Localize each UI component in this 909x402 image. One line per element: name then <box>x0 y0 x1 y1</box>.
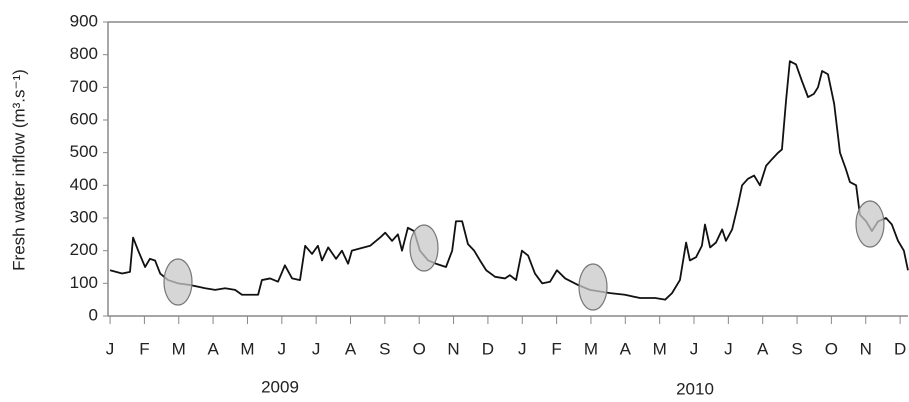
y-tick-label: 0 <box>89 305 98 324</box>
x-tick-label: A <box>757 339 769 358</box>
y-tick-label: 900 <box>70 11 98 30</box>
x-tick-label: A <box>207 339 219 358</box>
x-tick-label: M <box>172 339 186 358</box>
x-tick-label: J <box>278 339 287 358</box>
highlight-ellipse <box>578 263 608 311</box>
data-line <box>109 60 909 301</box>
x-tick-label: F <box>551 339 561 358</box>
year-label: 2009 <box>261 377 299 396</box>
year-label: 2010 <box>676 379 714 398</box>
highlight-ellipse <box>163 258 193 306</box>
y-tick-label: 500 <box>70 142 98 161</box>
x-tick-label: A <box>345 339 357 358</box>
x-tick-label: J <box>690 339 699 358</box>
x-tick-label: F <box>139 339 149 358</box>
x-tick-label: D <box>894 339 906 358</box>
x-tick-label: M <box>584 339 598 358</box>
x-tick-label: J <box>106 339 115 358</box>
y-tick-label: 200 <box>70 240 98 259</box>
y-tick-label: 300 <box>70 207 98 226</box>
highlight-ellipse <box>855 200 885 248</box>
x-tick-label: O <box>825 339 838 358</box>
highlight-ellipse <box>409 224 439 272</box>
y-tick-label: 600 <box>70 109 98 128</box>
x-tick-label: J <box>724 339 733 358</box>
x-tick-label: M <box>653 339 667 358</box>
y-tick-label: 100 <box>70 273 98 292</box>
y-axis-title: Fresh water inflow (m³.s⁻¹) <box>9 69 28 271</box>
x-tick-label: S <box>791 339 802 358</box>
y-tick-label: 800 <box>70 44 98 63</box>
plot <box>109 60 909 301</box>
y-tick-label: 400 <box>70 175 98 194</box>
x-tick-label: J <box>518 339 527 358</box>
x-tick-label: S <box>379 339 390 358</box>
x-tick-label: D <box>482 339 494 358</box>
x-tick-label: J <box>312 339 321 358</box>
y-tick-label: 700 <box>70 77 98 96</box>
highlights <box>163 200 885 311</box>
x-tick-label: A <box>620 339 632 358</box>
x-tick-label: N <box>860 339 872 358</box>
x-tick-label: M <box>240 339 254 358</box>
x-tick-label: O <box>413 339 426 358</box>
x-tick-label: N <box>447 339 459 358</box>
